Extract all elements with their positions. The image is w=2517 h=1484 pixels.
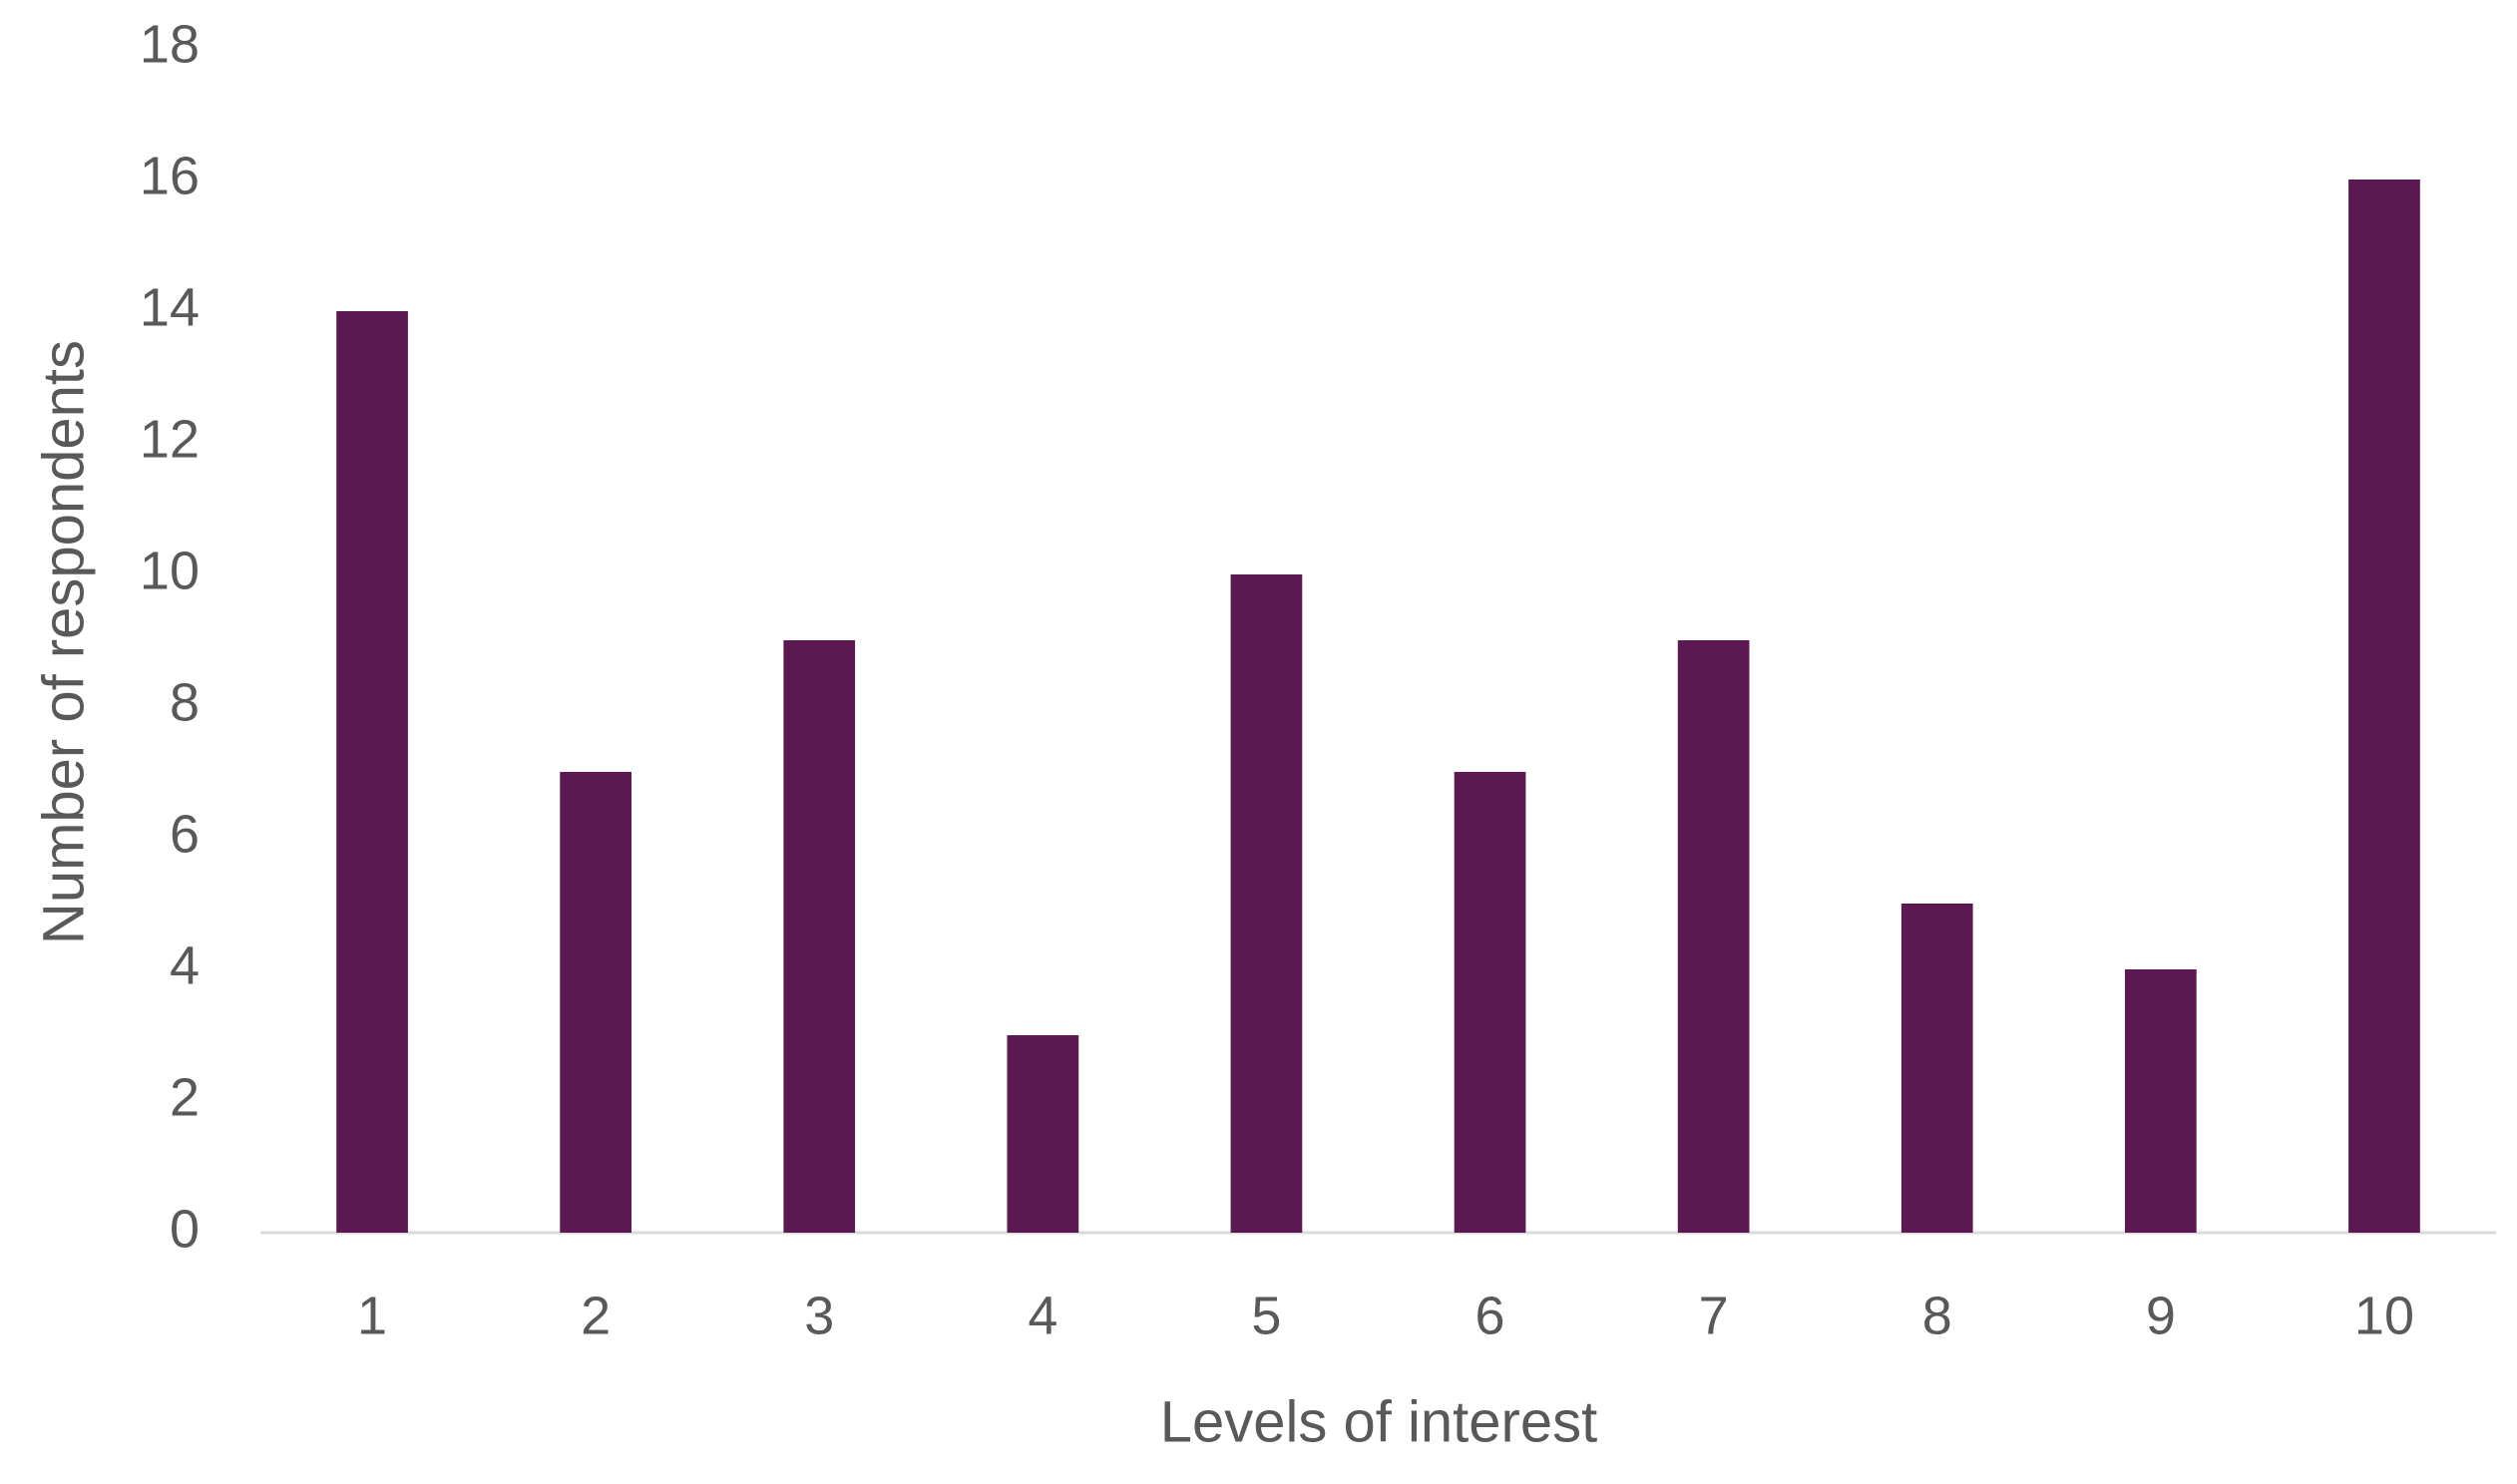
x-tick-label: 8 xyxy=(1922,1286,1952,1345)
bar xyxy=(560,772,632,1233)
y-tick-label: 18 xyxy=(140,14,200,74)
bar xyxy=(1230,574,1303,1233)
bar xyxy=(783,640,856,1233)
y-tick-label: 2 xyxy=(170,1067,200,1127)
bar xyxy=(1677,640,1750,1233)
y-tick-label: 16 xyxy=(140,146,200,205)
bar xyxy=(2348,180,2420,1233)
x-tick-label: 10 xyxy=(2354,1286,2414,1345)
x-tick-label: 4 xyxy=(1028,1286,1057,1345)
bar xyxy=(1900,904,1973,1233)
x-tick-label: 7 xyxy=(1699,1286,1729,1345)
x-tick-label: 1 xyxy=(357,1286,387,1345)
x-axis-title: Levels of interest xyxy=(1160,1389,1597,1454)
x-tick-label: 6 xyxy=(1475,1286,1505,1345)
y-tick-label: 12 xyxy=(140,409,200,469)
bar xyxy=(2124,969,2197,1233)
x-tick-label: 9 xyxy=(2146,1286,2176,1345)
bar xyxy=(1454,772,1526,1233)
x-tick-label: 2 xyxy=(581,1286,611,1345)
y-tick-label: 8 xyxy=(170,672,200,732)
y-tick-label: 10 xyxy=(140,541,200,600)
y-tick-label: 14 xyxy=(140,277,200,337)
y-tick-label: 4 xyxy=(170,935,200,995)
bar xyxy=(336,311,408,1233)
y-tick-label: 0 xyxy=(170,1199,200,1259)
bar xyxy=(1007,1035,1079,1233)
x-tick-label: 3 xyxy=(804,1286,834,1345)
y-axis-title: Number of respondents xyxy=(31,340,96,944)
x-tick-label: 5 xyxy=(1251,1286,1281,1345)
y-tick-label: 6 xyxy=(170,804,200,864)
